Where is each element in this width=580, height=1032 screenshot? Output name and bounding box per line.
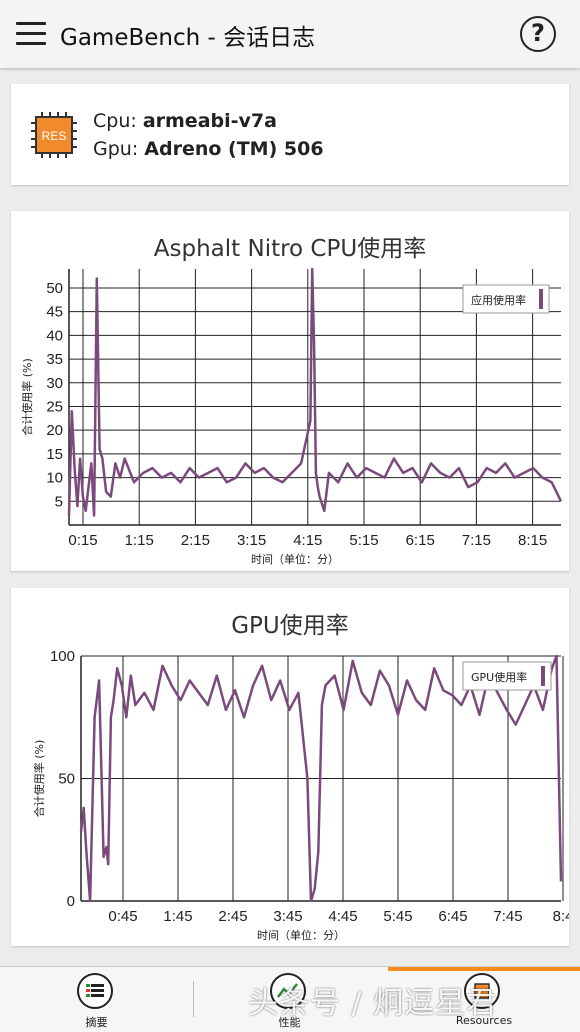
legend-box [462, 661, 552, 691]
bottom-nav: 摘要 性能 Resources [0, 966, 580, 1032]
x-tick-label: 1:45 [163, 908, 192, 925]
chip-icon: RES [31, 112, 77, 158]
x-axis-label: 时间（单位：分） [251, 552, 339, 566]
y-tick-label: 45 [46, 304, 63, 321]
x-tick-label: 4:15 [293, 532, 322, 549]
y-tick-label: 15 [46, 446, 63, 463]
y-tick-label: 40 [46, 327, 63, 344]
series-line [67, 267, 563, 517]
gpu-chart-title: GPU使用率 [231, 613, 349, 639]
gpu-prefix: Gpu: [93, 138, 145, 160]
nav-divider [193, 981, 194, 1017]
gpu-line: Gpu: Adreno (TM) 506 [93, 138, 324, 160]
summary-icon [77, 973, 113, 1009]
hardware-card: RES Cpu: armeabi-v7a Gpu: Adreno (TM) 50… [11, 84, 569, 185]
x-tick-label: 3:45 [273, 908, 302, 925]
x-tick-label: 5:45 [383, 908, 412, 925]
legend-swatch [541, 666, 545, 686]
x-tick-label: 6:45 [438, 908, 467, 925]
legend-label: GPU使用率 [471, 670, 527, 684]
cpu-chart-title: Asphalt Nitro CPU使用率 [153, 236, 427, 262]
x-tick-label: 0:15 [68, 532, 97, 549]
cpu-chart-card: Asphalt Nitro CPU使用率 5 10 15 20 25 30 35 40 45 50… [11, 211, 569, 571]
y-tick-label: 10 [46, 470, 63, 487]
gpu-usage-chart: 0 50 100 0:45 1:45 2:45 3:45 4:45 5:45 6:45 7:45 8:… [32, 648, 569, 942]
x-tick-label: 1:15 [125, 532, 154, 549]
resources-icon [464, 973, 500, 1009]
cpu-prefix: Cpu: [93, 110, 143, 132]
active-tab-indicator [388, 967, 580, 971]
y-axis-label: 合计使用率 (%) [32, 740, 46, 818]
page-title: GameBench - 会话日志 [60, 25, 316, 51]
y-tick-label: 5 [55, 493, 63, 510]
gpu-value: Adreno (TM) 506 [144, 138, 324, 160]
x-tick-label: 2:45 [218, 908, 247, 925]
x-axis-label: 时间（单位：分） [257, 928, 345, 942]
y-tick-label: 0 [67, 893, 75, 910]
y-axis-label: 合计使用率 (%) [20, 358, 34, 436]
tab-performance[interactable]: 性能 [193, 967, 386, 1032]
tab-performance-label: 性能 [278, 1016, 301, 1029]
y-tick-label: 35 [46, 351, 63, 368]
x-tick-label: 8:15 [518, 532, 547, 549]
app-bar: GameBench - 会话日志 ? [0, 0, 580, 68]
cpu-value: armeabi-v7a [142, 110, 277, 132]
legend-label: 应用使用率 [471, 293, 526, 307]
x-tick-label: 6:15 [406, 532, 435, 549]
y-tick-label: 20 [46, 422, 63, 439]
x-tick-label: 7:15 [462, 532, 491, 549]
x-tick-label: 7:45 [493, 908, 522, 925]
x-tick-label: 4:45 [328, 908, 357, 925]
performance-icon [270, 973, 306, 1009]
tab-summary[interactable]: 摘要 [0, 967, 193, 1032]
y-tick-label: 100 [50, 648, 75, 665]
chip-label: RES [42, 129, 67, 143]
watermark: 头条号 / 炯逗星君 [248, 986, 498, 1021]
x-tick-label: 3:15 [237, 532, 266, 549]
cpu-usage-chart: 5 10 15 20 25 30 35 40 45 50 0:15 1:15 2:15 3:15 4:15 5… [20, 267, 563, 566]
x-tick-label: 5:15 [349, 532, 378, 549]
gpu-chart-card: GPU使用率 0 50 100 0:45 1:45 2:45 3:45 4:45 5:45 6:4… [11, 588, 569, 946]
x-tick-label: 0:45 [108, 908, 137, 925]
x-tick-label: 8:4 [553, 908, 569, 925]
x-tick-label: 2:15 [181, 532, 210, 549]
help-icon[interactable]: ? [520, 16, 556, 52]
y-tick-label: 50 [46, 280, 63, 297]
tab-resources[interactable]: Resources [388, 967, 580, 1032]
cpu-line: Cpu: armeabi-v7a [93, 110, 277, 132]
tab-resources-label: Resources [455, 1014, 513, 1027]
y-tick-label: 30 [46, 375, 63, 392]
legend-swatch [539, 289, 543, 309]
tab-summary-label: 摘要 [85, 1016, 108, 1029]
y-tick-label: 25 [46, 398, 63, 415]
y-tick-label: 50 [58, 771, 75, 788]
legend-box [462, 284, 550, 314]
menu-icon[interactable] [16, 22, 46, 46]
